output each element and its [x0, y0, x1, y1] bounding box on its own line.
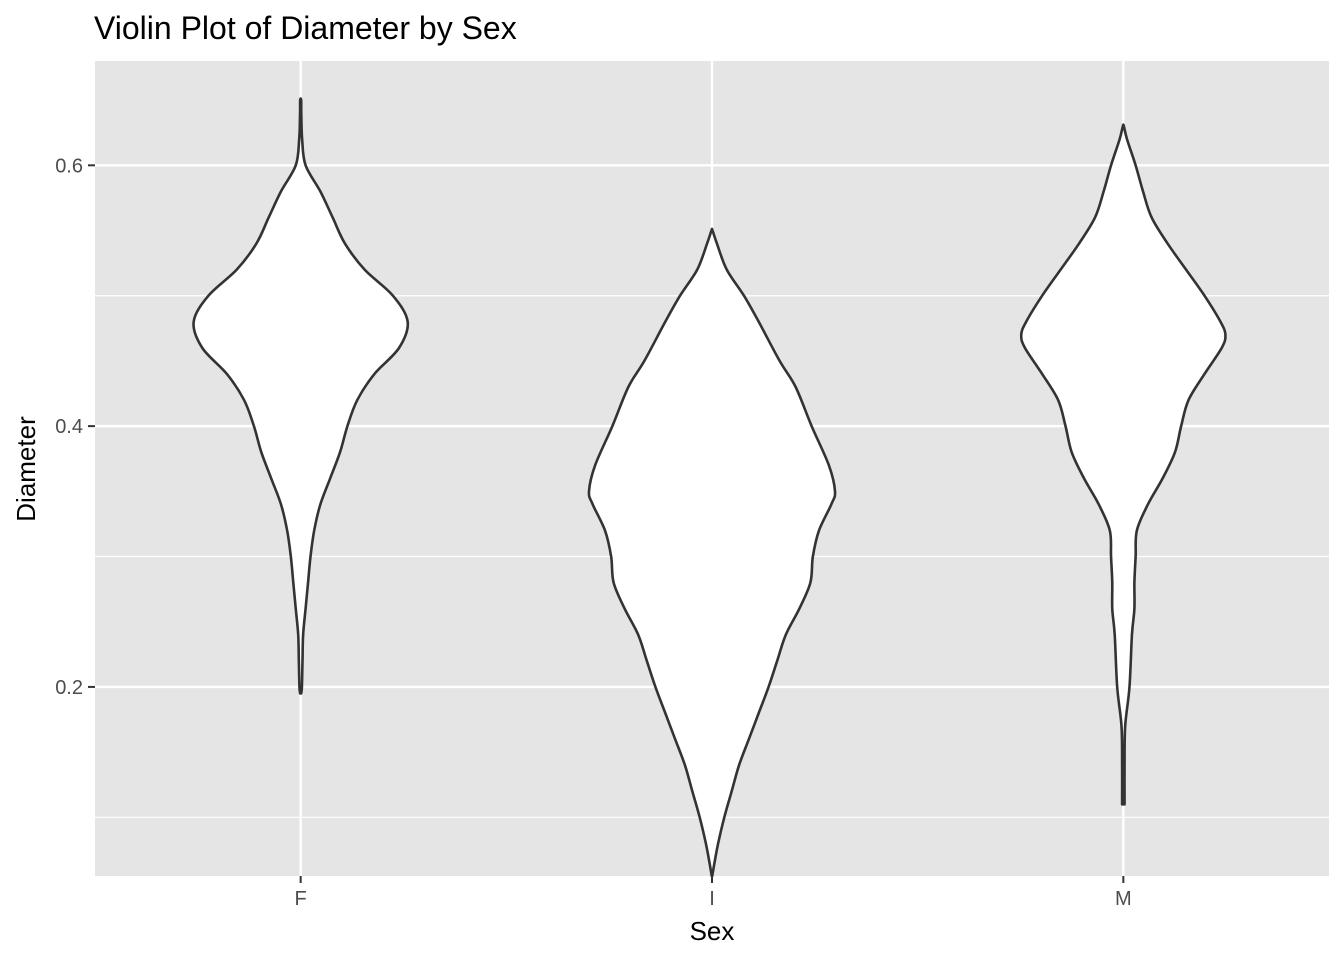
y-axis: 0.2 0.4 0.6	[55, 155, 95, 699]
violins	[192, 97, 1227, 878]
y-axis-title: Diameter	[11, 416, 41, 522]
y-tick-label: 0.4	[55, 416, 83, 438]
x-tick-label-F: F	[295, 888, 307, 910]
x-tick-label-I: I	[709, 888, 715, 910]
y-tick-label: 0.2	[55, 677, 83, 699]
violin-I	[587, 227, 837, 878]
violin-F	[192, 97, 410, 695]
y-tick-label: 0.6	[55, 155, 83, 177]
x-axis-title: Sex	[690, 916, 735, 946]
chart-title: Violin Plot of Diameter by Sex	[94, 10, 517, 46]
x-tick-label-M: M	[1115, 888, 1132, 910]
violin-M	[1019, 123, 1227, 806]
